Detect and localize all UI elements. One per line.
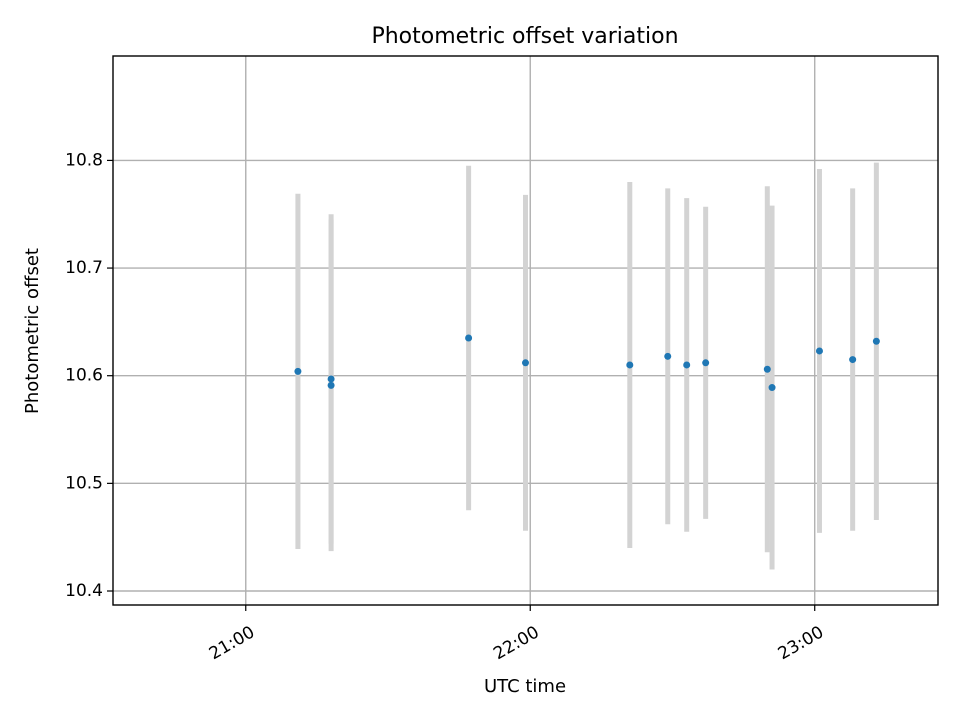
- data-point: [763, 365, 771, 373]
- data-point: [702, 359, 710, 367]
- data-point: [664, 352, 672, 360]
- x-tick-label: 22:00: [490, 622, 542, 664]
- grid-lines: [113, 56, 938, 605]
- plot-frame: [112, 55, 939, 606]
- x-tick-label: 21:00: [206, 622, 258, 664]
- data-point: [768, 384, 776, 392]
- y-tick-label: 10.6: [65, 366, 103, 386]
- data-point: [522, 359, 529, 367]
- y-axis-ticks: 10.4 10.5 10.6 10.7 10.8: [65, 150, 113, 601]
- data-point: [626, 361, 634, 369]
- chart-title: Photometric offset variation: [371, 24, 678, 49]
- y-tick-label: 10.8: [65, 150, 103, 170]
- error-bars: [295, 162, 879, 570]
- x-axis-label: UTC time: [484, 676, 566, 697]
- data-point: [683, 361, 691, 369]
- data-points: [294, 334, 880, 392]
- y-tick-label: 10.5: [65, 473, 103, 493]
- data-point: [815, 347, 823, 355]
- data-point: [294, 367, 302, 375]
- data-point: [327, 381, 335, 389]
- data-point: [872, 337, 880, 345]
- y-tick-label: 10.7: [65, 258, 103, 278]
- data-point: [327, 375, 335, 383]
- y-axis-label: Photometric offset: [22, 248, 43, 414]
- y-tick-label: 10.4: [65, 581, 103, 601]
- data-point: [849, 356, 857, 364]
- data-point: [465, 334, 473, 342]
- x-tick-label: 23:00: [775, 622, 827, 664]
